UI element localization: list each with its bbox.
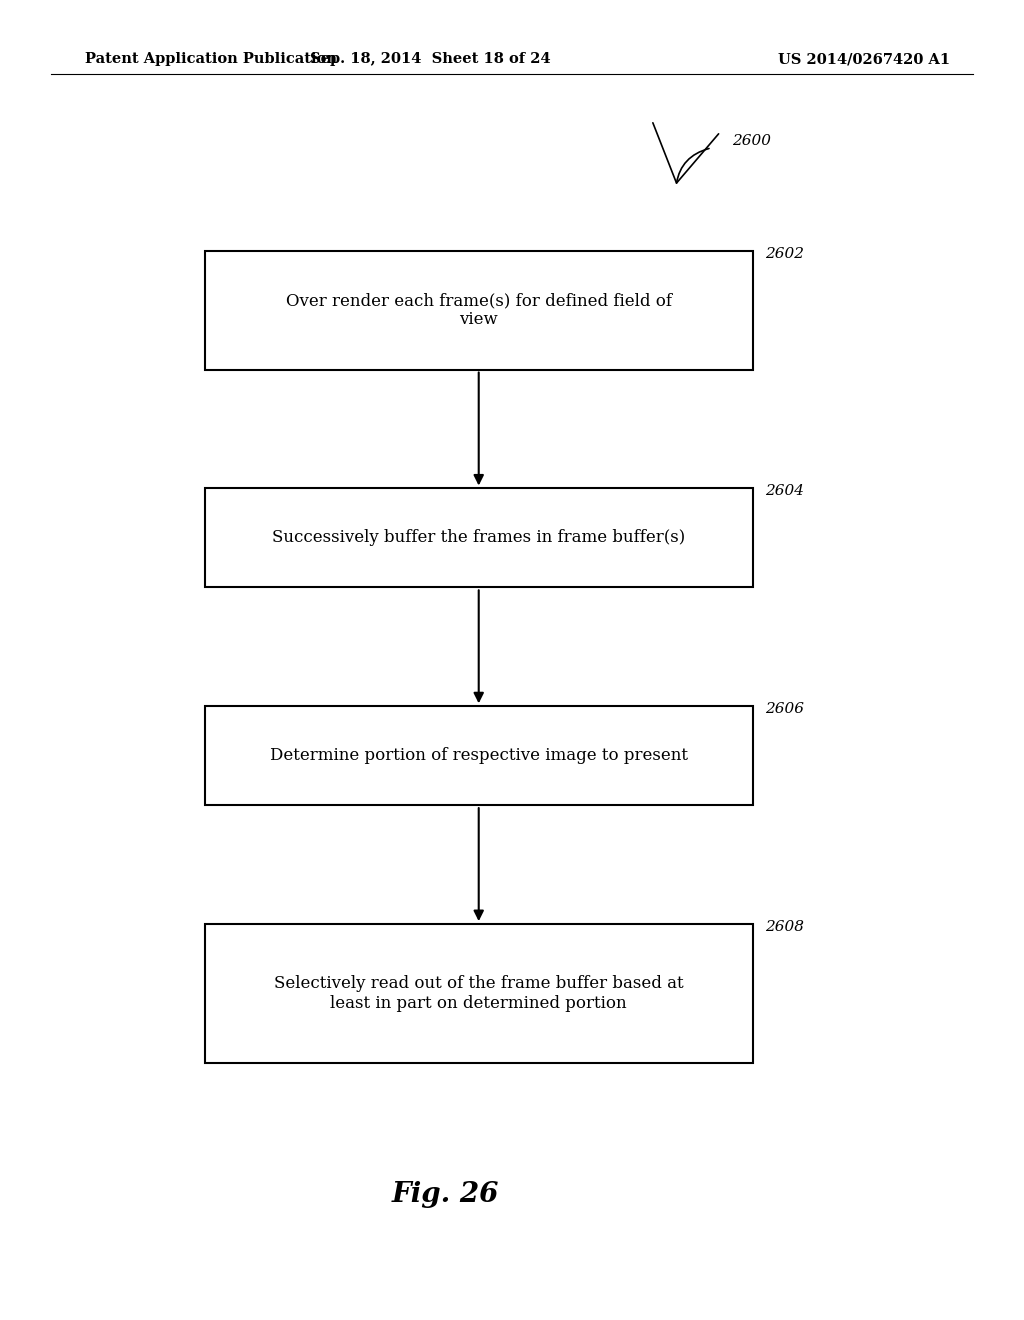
Text: 2606: 2606: [765, 702, 804, 717]
Text: 2600: 2600: [732, 135, 771, 148]
FancyArrowPatch shape: [653, 123, 719, 183]
Text: Fig. 26: Fig. 26: [392, 1181, 499, 1208]
Text: 2602: 2602: [765, 247, 804, 261]
Text: Determine portion of respective image to present: Determine portion of respective image to…: [269, 747, 688, 764]
Text: Patent Application Publication: Patent Application Publication: [85, 53, 337, 66]
Text: Successively buffer the frames in frame buffer(s): Successively buffer the frames in frame …: [272, 529, 685, 546]
Text: Over render each frame(s) for defined field of
view: Over render each frame(s) for defined fi…: [286, 292, 672, 329]
FancyBboxPatch shape: [205, 488, 753, 587]
Text: Sep. 18, 2014  Sheet 18 of 24: Sep. 18, 2014 Sheet 18 of 24: [310, 53, 550, 66]
Text: 2608: 2608: [765, 920, 804, 935]
FancyBboxPatch shape: [205, 706, 753, 805]
FancyBboxPatch shape: [205, 924, 753, 1063]
Text: US 2014/0267420 A1: US 2014/0267420 A1: [778, 53, 950, 66]
Text: Selectively read out of the frame buffer based at
least in part on determined po: Selectively read out of the frame buffer…: [273, 975, 684, 1011]
FancyBboxPatch shape: [205, 251, 753, 370]
Text: 2604: 2604: [765, 484, 804, 499]
